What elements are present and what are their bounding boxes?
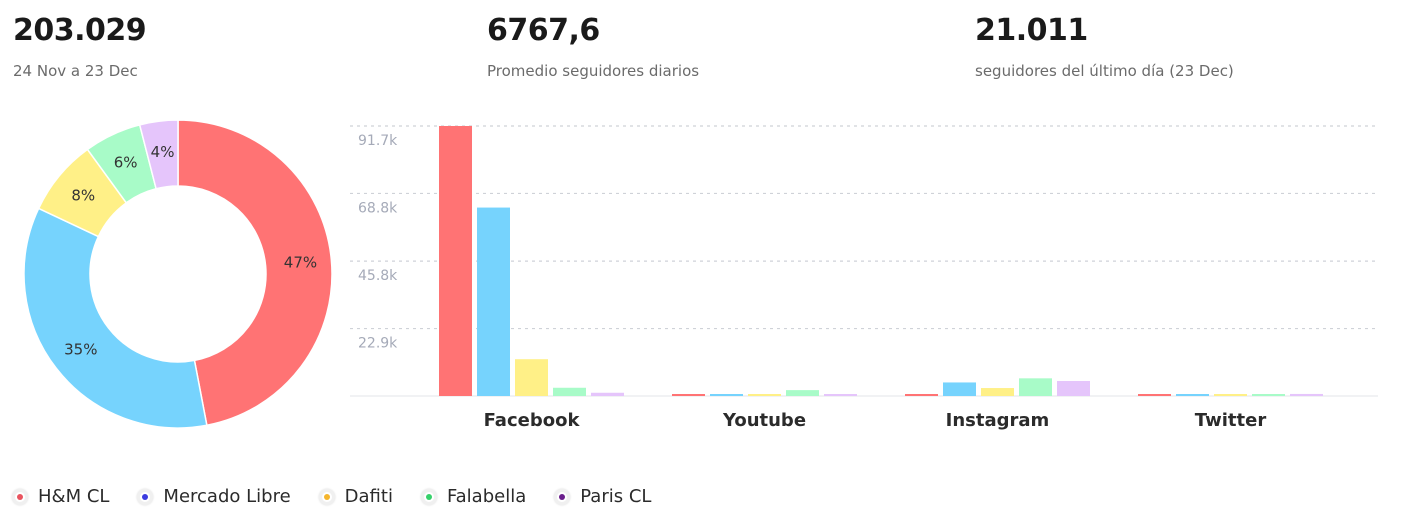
kpi-label: seguidores del último día (23 Dec) <box>975 62 1234 80</box>
y-tick-label: 22.9k <box>358 336 398 352</box>
kpi-total-followers: 203.029 24 Nov a 23 Dec <box>13 12 147 80</box>
bar[interactable] <box>786 390 819 396</box>
legend-label: Dafiti <box>344 486 393 507</box>
bar[interactable] <box>553 387 586 396</box>
legend-item-mercado-libre[interactable]: Mercado Libre <box>137 486 291 507</box>
kpi-label: Promedio seguidores diarios <box>487 62 700 80</box>
bar[interactable] <box>672 394 705 396</box>
legend-dot-icon <box>137 488 154 505</box>
bar[interactable] <box>1057 380 1090 396</box>
legend-item-dafiti[interactable]: Dafiti <box>318 486 393 507</box>
x-category-label: Facebook <box>484 410 581 431</box>
legend-item-falabella[interactable]: Falabella <box>420 486 527 507</box>
bar[interactable] <box>748 394 781 396</box>
donut-chart: 47% 35% 8% 6% 4% <box>23 119 333 429</box>
kpi-value: 21.011 <box>975 13 1088 48</box>
donut-slice[interactable] <box>23 207 208 429</box>
bar[interactable] <box>1176 394 1209 396</box>
kpi-last-day: 21.011 seguidores del último día (23 Dec… <box>975 12 1234 80</box>
donut-slice[interactable] <box>177 119 333 427</box>
x-category-label: Youtube <box>722 410 806 431</box>
kpi-daily-average: 6767,6 Promedio seguidores diarios <box>487 12 699 80</box>
y-tick-label: 45.8k <box>358 268 398 284</box>
legend-label: Paris CL <box>580 486 652 507</box>
legend-item-hm[interactable]: H&M CL <box>12 486 109 507</box>
kpi-value: 203.029 <box>13 13 147 48</box>
legend-label: Falabella <box>446 486 527 507</box>
legend-item-paris[interactable]: Paris CL <box>554 486 651 507</box>
bar-chart: 22.9k 45.8k 68.8k 91.7k Facebook Youtube Insta… <box>350 125 1378 431</box>
bar[interactable] <box>943 382 976 396</box>
bar[interactable] <box>824 394 857 396</box>
kpi-label: 24 Nov a 23 Dec <box>13 62 138 80</box>
bar[interactable] <box>1290 393 1323 396</box>
bar[interactable] <box>439 126 472 396</box>
legend-dot-icon <box>318 488 335 505</box>
legend: H&M CL Mercado Libre Dafiti Falabella Pa… <box>12 486 679 507</box>
slice-label: 35% <box>64 340 97 358</box>
donut-slice[interactable] <box>138 119 179 190</box>
bar[interactable] <box>905 394 938 396</box>
y-tick-label: 91.7k <box>358 133 398 149</box>
bar[interactable] <box>710 394 743 396</box>
bar[interactable] <box>477 207 510 396</box>
legend-dot-icon <box>12 488 28 505</box>
legend-label: Mercado Libre <box>163 486 291 507</box>
legend-dot-icon <box>554 488 571 505</box>
bar[interactable] <box>981 388 1014 396</box>
bar[interactable] <box>515 359 548 396</box>
slice-label: 6% <box>114 154 138 172</box>
bar[interactable] <box>1138 394 1171 396</box>
x-category-label: Instagram <box>946 410 1050 431</box>
y-tick-label: 68.8k <box>358 200 398 216</box>
slice-label: 4% <box>151 143 175 161</box>
bar[interactable] <box>1019 378 1052 396</box>
slice-label: 47% <box>284 253 317 271</box>
bar[interactable] <box>1252 394 1285 396</box>
bar[interactable] <box>1214 394 1247 396</box>
legend-dot-icon <box>420 488 437 505</box>
x-category-label: Twitter <box>1195 410 1267 431</box>
slice-label: 8% <box>71 187 95 205</box>
legend-label: H&M CL <box>38 486 110 507</box>
bar[interactable] <box>591 392 624 396</box>
kpi-value: 6767,6 <box>487 13 600 48</box>
